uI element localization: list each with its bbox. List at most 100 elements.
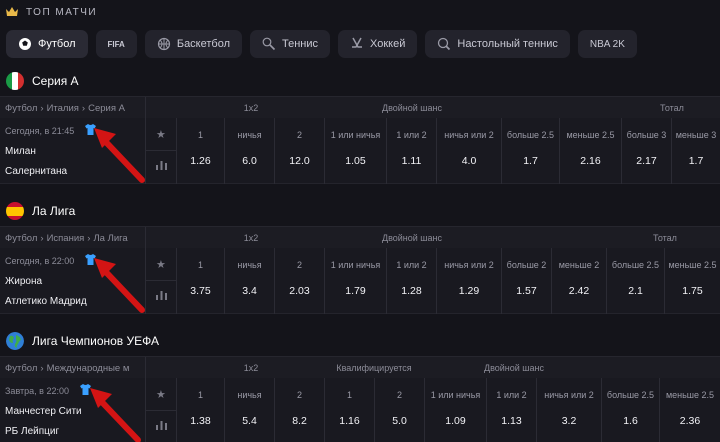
league-name: Серия А — [32, 74, 79, 88]
odds-label: меньше 2.5 — [668, 260, 717, 270]
odds-cell[interactable]: 2 5.0 — [375, 378, 425, 442]
shirt-icon — [85, 124, 96, 135]
odds-cell[interactable]: ничья или 2 1.29 — [437, 248, 502, 314]
breadcrumb-item[interactable]: Футбол — [5, 103, 38, 114]
league-header[interactable]: Лига Чемпионов УЕФА — [0, 326, 720, 356]
odds-cell[interactable]: 2 12.0 — [275, 118, 325, 184]
odds-label: меньше 3 — [675, 130, 717, 140]
odds-cell[interactable]: 2 2.03 — [275, 248, 325, 314]
tab-fifa[interactable]: FIFA — [95, 30, 137, 58]
odds-value: 1.29 — [458, 285, 480, 297]
favorite-star-icon[interactable]: ★ — [156, 259, 166, 271]
odds-label: 2 — [296, 130, 302, 140]
odds-label: больше 3 — [626, 130, 667, 140]
match-teams[interactable]: Сегодня, в 21:45 Милан Салернитана — [0, 118, 145, 184]
market-group-label: 1x2 — [243, 233, 259, 243]
market-group-label: 1x2 — [243, 103, 259, 113]
match-teams[interactable]: Завтра, в 22:00 Манчестер Сити РБ Лейпци… — [0, 378, 145, 442]
odds-cell[interactable]: 1 3.75 — [177, 248, 225, 314]
odds-value: 2.16 — [580, 155, 601, 167]
statistics-icon[interactable] — [156, 160, 167, 170]
odds-cell[interactable]: 2 8.2 — [275, 378, 325, 442]
odds-cell[interactable]: меньше 2.5 2.36 — [660, 378, 720, 442]
odds-value: 12.0 — [289, 155, 310, 167]
odds-cell[interactable]: 1 или ничья 1.09 — [425, 378, 487, 442]
team-away: РБ Лейпциг — [5, 426, 60, 437]
match-row[interactable]: Сегодня, в 22:00 Жирона Атлетико Мадрид … — [0, 248, 720, 314]
match-row[interactable]: Сегодня, в 21:45 Милан Салернитана ★ 1 1.… — [0, 118, 720, 184]
odds-value: 1.09 — [445, 415, 466, 427]
odds-value: 1.26 — [190, 155, 211, 167]
odds-cell[interactable]: 1 1.26 — [177, 118, 225, 184]
shirt-icon — [80, 384, 91, 395]
odds-value: 8.2 — [292, 415, 307, 427]
league-la-liga: Ла Лига Футбол › Испания › Ла Лига 1x2 Двойн… — [0, 196, 720, 314]
odds-cell[interactable]: 1 или ничья 1.79 — [325, 248, 387, 314]
market-group-label: Двойной шанс — [483, 363, 545, 373]
match-teams[interactable]: Сегодня, в 22:00 Жирона Атлетико Мадрид — [0, 248, 145, 314]
odds-cell[interactable]: ничья или 2 4.0 — [437, 118, 502, 184]
tab-nba2k[interactable]: NBA 2K — [577, 30, 637, 58]
sport-tabs: Футбол FIFA Баскетбол Теннис Хоккей Наст… — [6, 30, 637, 58]
odds-cell[interactable]: меньше 2 2.42 — [552, 248, 607, 314]
match-row[interactable]: Завтра, в 22:00 Манчестер Сити РБ Лейпци… — [0, 378, 720, 442]
tab-label: Баскетбол — [176, 38, 231, 50]
tab-tennis[interactable]: Теннис — [250, 30, 331, 58]
odds-cell[interactable]: меньше 2.5 1.75 — [665, 248, 720, 314]
odds-label: ничья — [237, 390, 262, 400]
statistics-icon[interactable] — [156, 290, 167, 300]
odds-value: 1.7 — [523, 155, 538, 167]
odds-value: 1.05 — [345, 155, 366, 167]
odds-cell[interactable]: 1 1.16 — [325, 378, 375, 442]
breadcrumb: Футбол›Международные матчи — [5, 363, 129, 374]
italy-flag-icon — [6, 72, 24, 90]
odds-cell[interactable]: больше 2.5 1.6 — [602, 378, 660, 442]
league-header[interactable]: Ла Лига — [0, 196, 720, 226]
odds-value: 2.17 — [636, 155, 657, 167]
statistics-icon[interactable] — [156, 420, 167, 430]
odds-label: 2 — [296, 260, 302, 270]
odds-cell[interactable]: больше 3 2.17 — [622, 118, 672, 184]
soccer-ball-icon — [19, 38, 31, 50]
odds-cell[interactable]: ничья или 2 3.2 — [537, 378, 602, 442]
odds-value: 5.0 — [392, 415, 407, 427]
odds-cell[interactable]: ничья 6.0 — [225, 118, 275, 184]
odds-cell[interactable]: больше 2 1.57 — [502, 248, 552, 314]
odds-value: 3.2 — [561, 415, 577, 427]
spain-flag-icon — [6, 202, 24, 220]
odds-cell[interactable]: больше 2.5 2.1 — [607, 248, 665, 314]
tab-basketball[interactable]: Баскетбол — [144, 30, 243, 58]
odds-value: 5.4 — [242, 415, 257, 427]
breadcrumb-item[interactable]: Испания — [46, 233, 85, 244]
odds-cell[interactable]: меньше 3 1.7 — [672, 118, 720, 184]
odds-label: больше 2 — [506, 260, 547, 270]
odds-label: ничья или 2 — [444, 130, 494, 140]
odds-cell[interactable]: 1 или ничья 1.05 — [325, 118, 387, 184]
favorite-star-icon[interactable]: ★ — [156, 389, 166, 401]
tab-hockey[interactable]: Хоккей — [338, 30, 418, 58]
odds-label: больше 2.5 — [611, 260, 660, 270]
odds-value: 3.4 — [242, 285, 257, 297]
breadcrumb-item[interactable]: Италия — [46, 103, 79, 114]
odds-cell[interactable]: 1 или 2 1.28 — [387, 248, 437, 314]
odds-cell[interactable]: ничья 5.4 — [225, 378, 275, 442]
breadcrumb-item[interactable]: Футбол — [5, 233, 38, 244]
breadcrumb-item[interactable]: Международные матчи — [46, 363, 129, 374]
odds-cell[interactable]: 1 или 2 1.13 — [487, 378, 537, 442]
favorite-star-icon[interactable]: ★ — [156, 129, 166, 141]
odds-cell[interactable]: меньше 2.5 2.16 — [560, 118, 622, 184]
breadcrumb-item[interactable]: Серия А — [88, 103, 125, 114]
odds-cell[interactable]: 1 1.38 — [177, 378, 225, 442]
league-header[interactable]: Серия А — [0, 66, 720, 96]
odds-cell[interactable]: больше 2.5 1.7 — [502, 118, 560, 184]
tab-table-tennis[interactable]: Настольный теннис — [425, 30, 570, 58]
odds-cell[interactable]: ничья 3.4 — [225, 248, 275, 314]
odds-cell[interactable]: 1 или 2 1.11 — [387, 118, 437, 184]
nba2k-icon: NBA 2K — [589, 38, 625, 50]
tab-football[interactable]: Футбол — [6, 30, 88, 58]
league-champions-league: Лига Чемпионов УЕФА Футбол › Международные… — [0, 326, 720, 442]
team-away: Атлетико Мадрид — [5, 296, 87, 307]
breadcrumb: Футбол › Италия › Серия А — [5, 103, 125, 114]
breadcrumb-item[interactable]: Ла Лига — [93, 233, 128, 244]
breadcrumb-item[interactable]: Футбол — [5, 363, 38, 374]
